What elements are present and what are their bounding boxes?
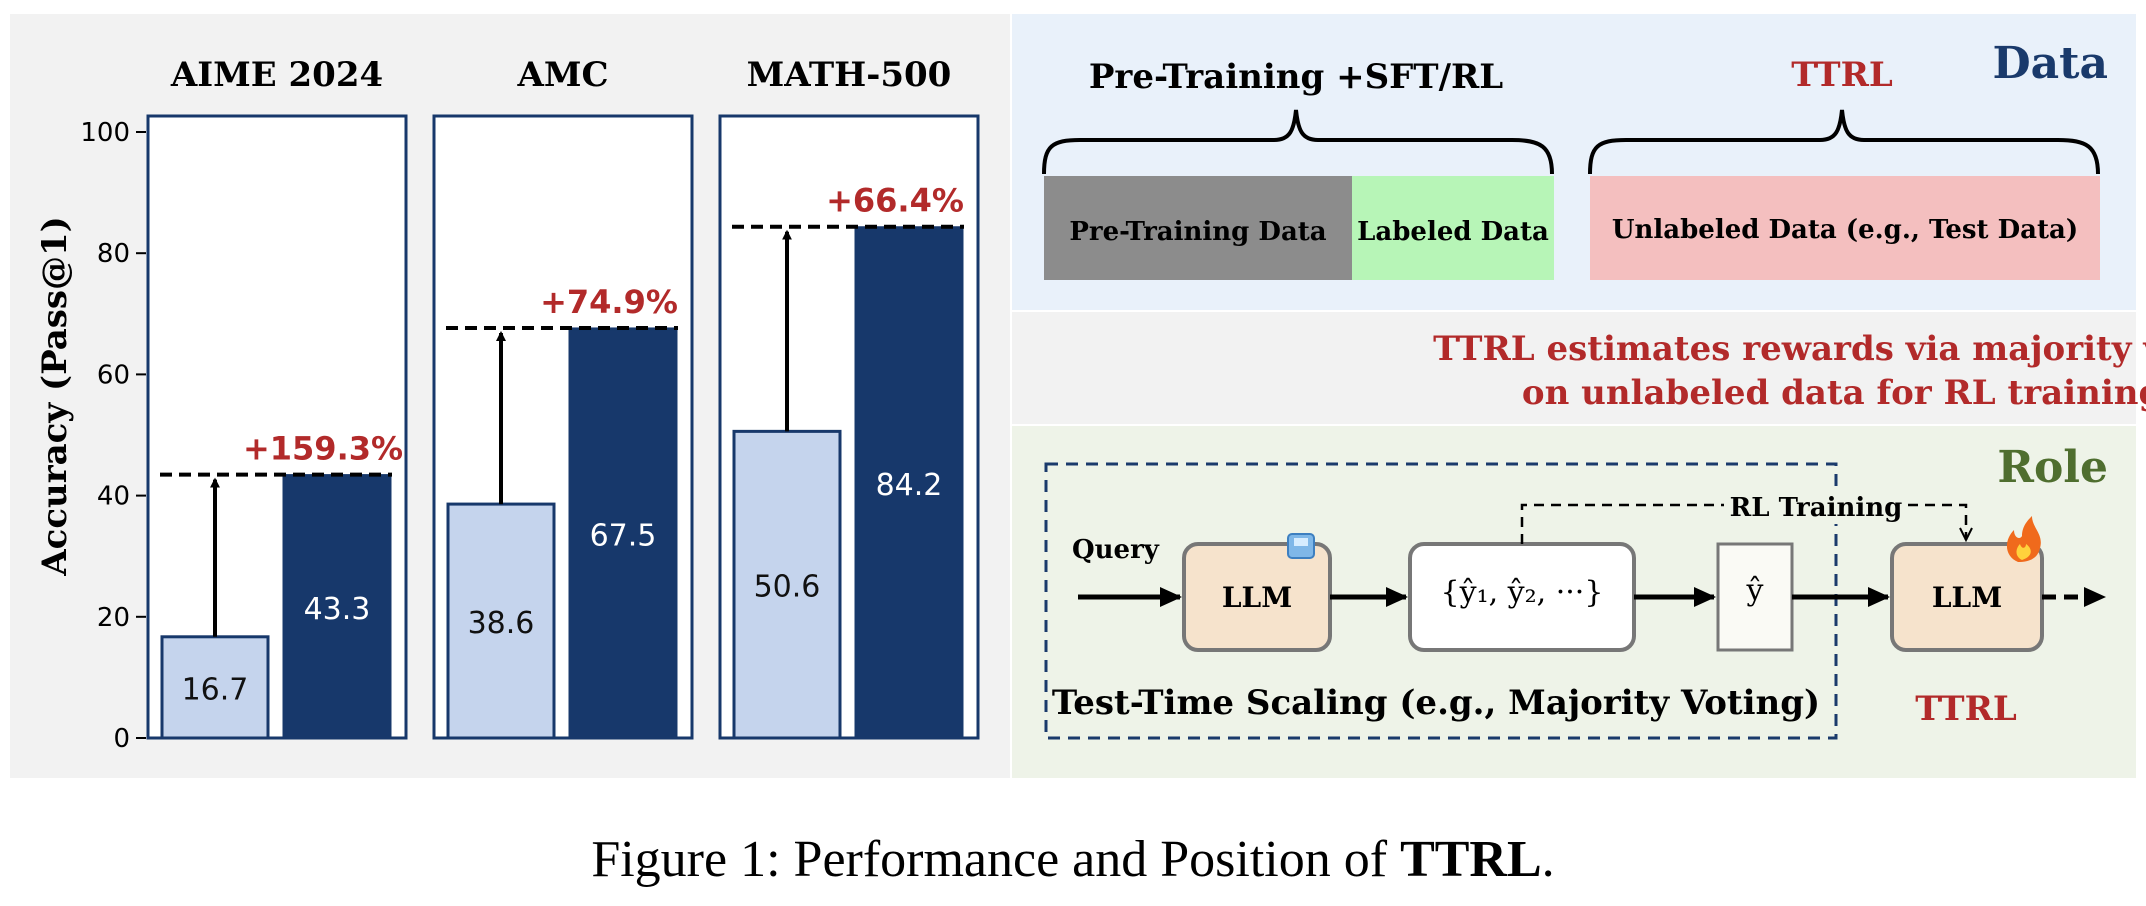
- bar-before-value-label: 50.6: [754, 570, 821, 605]
- left-brace: [1042, 109, 1554, 175]
- chart-panel-math-500: MATH-500 50.6 84.2 +66.4%: [718, 55, 980, 740]
- pretraining-data-label: Pre-Training Data: [1069, 217, 1326, 247]
- test-time-scaling-label: Test-Time Scaling (e.g., Majority Voting…: [1052, 683, 1820, 723]
- y-tick-label: 40: [97, 482, 130, 512]
- data-tag: Data: [1993, 38, 2109, 89]
- y-tick-label: 60: [97, 360, 130, 390]
- vote-box: [1716, 542, 1794, 652]
- caption-bold: TTRL: [1400, 831, 1542, 888]
- bar-after-value-label: 84.2: [876, 468, 943, 503]
- gain-label: +159.3%: [243, 430, 403, 468]
- y-axis-ticks: 0 20 40 60 80 100: [80, 118, 146, 754]
- unlabeled-data-box: [1590, 176, 2100, 280]
- bar-chart: Accuracy (Pass@1) 0 20 40 60 80 100 AIME 2024…: [35, 55, 980, 754]
- panel-title: MATH-500: [747, 55, 952, 95]
- figure-caption: Figure 1: Performance and Position of TT…: [0, 830, 2146, 889]
- bar-before-value-label: 38.6: [468, 606, 535, 641]
- chart-panel-amc: AMC 38.6 67.5 +74.9%: [432, 55, 694, 740]
- rl-training-label: RL Training: [1730, 493, 1903, 523]
- bar-after-value-label: 43.3: [304, 592, 371, 627]
- test-time-scaling-box: [1044, 462, 1838, 740]
- ttrl-llm-label: LLM: [1932, 581, 2002, 614]
- y-tick-label: 20: [97, 603, 130, 633]
- bar-after: [568, 327, 678, 740]
- unlabeled-data-label: Unlabeled Data (e.g., Test Data): [1612, 215, 2078, 245]
- right-brace: [1588, 109, 2100, 175]
- pretraining-data-box: [1044, 176, 1352, 280]
- pretraining-sft-rl-label: Pre-Training +SFT/RL: [1089, 57, 1503, 97]
- summary-line-2: on unlabeled data for RL training.: [1522, 373, 2146, 413]
- role-section: Role Query LLM {ŷ₁, ŷ₂, ···} ŷ RL Traini…: [1044, 442, 2108, 740]
- summary-panel: [1012, 312, 2136, 424]
- y-tick-label: 100: [80, 118, 130, 148]
- rl-training-label-bg: [1724, 486, 1908, 524]
- caption-prefix: Figure 1: Performance and Position of: [591, 831, 1401, 888]
- vote-label: ŷ: [1746, 573, 1764, 608]
- llm-label: LLM: [1222, 581, 1292, 614]
- panel-title: AIME 2024: [170, 55, 383, 95]
- gain-label: +66.4%: [826, 182, 964, 220]
- data-section: Data Pre-Training +SFT/RL Pre-Training D…: [1042, 38, 2109, 280]
- caption-suffix: .: [1541, 831, 1555, 888]
- query-label: Query: [1072, 535, 1160, 565]
- fire-icon: [2006, 516, 2041, 562]
- chart-panel-aime-2024: AIME 2024 16.7 43.3 +159.3%: [146, 55, 408, 740]
- bar-before-value-label: 16.7: [182, 672, 249, 707]
- summary-text: TTRL estimates rewards via majority voti…: [1433, 329, 2146, 413]
- labeled-data-label: Labeled Data: [1357, 217, 1549, 247]
- role-tag: Role: [1997, 442, 2108, 493]
- panel-title: AMC: [516, 55, 608, 95]
- chart-panels: AIME 2024 16.7 43.3 +159.3% AMC 38.6 67.5 +74.9…: [146, 55, 980, 740]
- ttrl-brace-label: TTRL: [1791, 55, 1893, 95]
- bar-before: [446, 502, 556, 740]
- gain-label: +74.9%: [540, 283, 678, 321]
- labeled-data-box: [1352, 176, 1554, 280]
- y-tick-label: 0: [113, 724, 130, 754]
- y-tick-label: 80: [97, 239, 130, 269]
- bar-after-value-label: 67.5: [590, 518, 657, 553]
- y-axis-label: Accuracy (Pass@1): [35, 216, 75, 577]
- bar-after: [854, 226, 964, 740]
- ttrl-label: TTRL: [1915, 689, 2017, 729]
- ice-cube-icon: [1287, 533, 1315, 559]
- samples-label: {ŷ₁, ŷ₂, ···}: [1441, 575, 1604, 610]
- summary-line-1: TTRL estimates rewards via majority voti…: [1433, 329, 2146, 369]
